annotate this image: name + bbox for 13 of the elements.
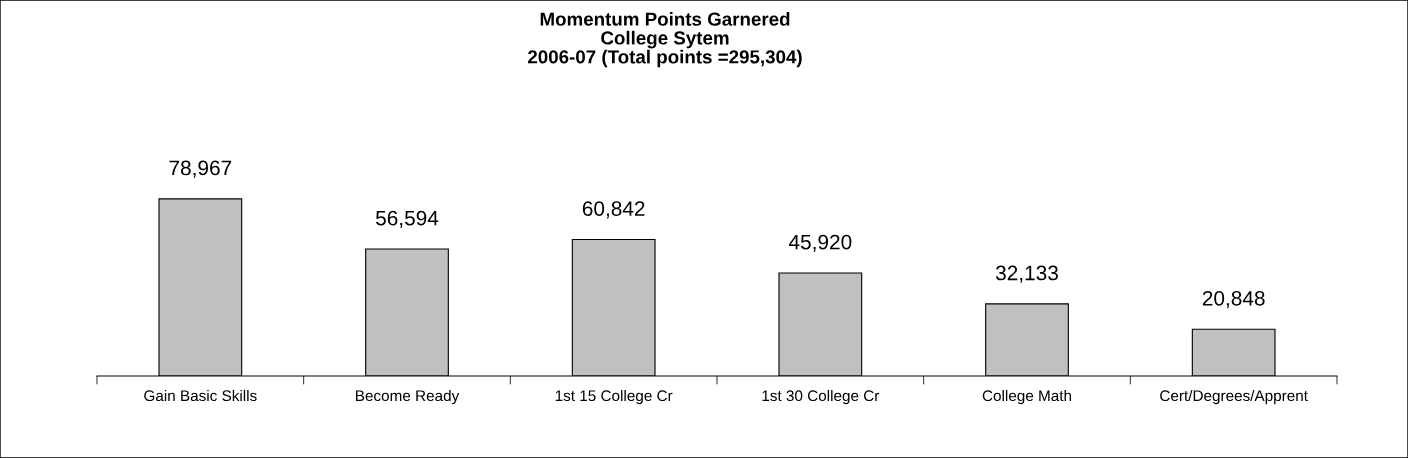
- chart-title: Momentum Points Garnered College Sytem 2006-07 (Total points =295,304): [528, 12, 802, 68]
- data-label: 45,920: [788, 234, 852, 252]
- data-label: 60,842: [582, 201, 645, 219]
- x-tick-label: 1st 30 College Cr: [762, 389, 880, 405]
- data-label: 56,594: [375, 210, 439, 228]
- data-label: 32,133: [995, 265, 1058, 283]
- data-label: 20,848: [1202, 290, 1265, 309]
- x-tick-label: Cert/Degrees/Apprent: [1160, 389, 1308, 405]
- x-tick-label: Become Ready: [356, 389, 460, 405]
- x-tick-label: College Math: [982, 389, 1072, 405]
- x-tick-label: 1st 15 College Cr: [555, 389, 673, 405]
- data-label: 78,967: [169, 160, 232, 178]
- x-tick-label: Gain Basic Skills: [144, 389, 257, 402]
